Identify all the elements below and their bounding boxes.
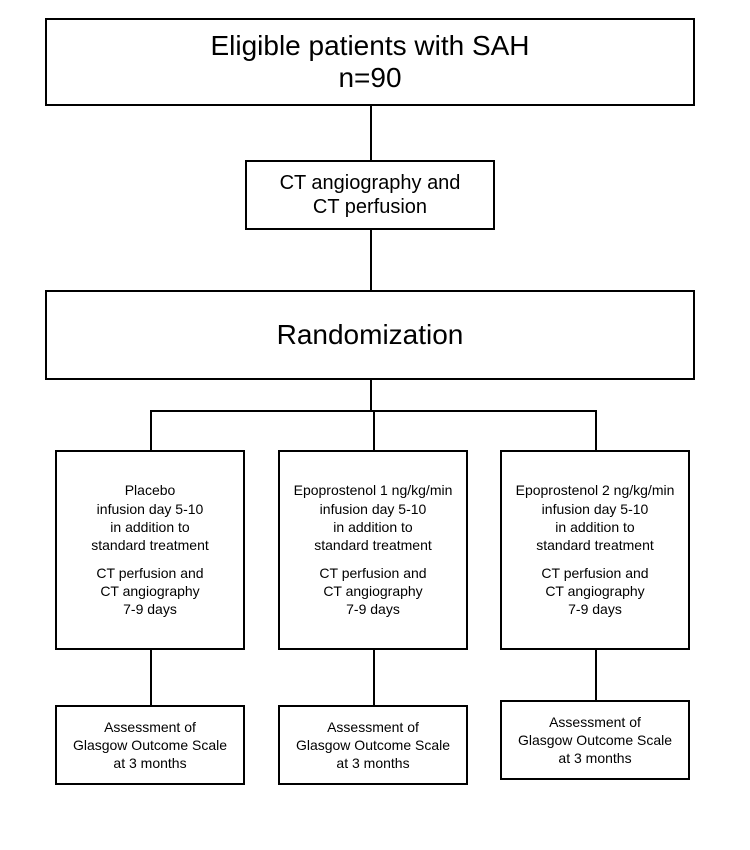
node-randomization: Randomization xyxy=(45,290,695,380)
randomization-label: Randomization xyxy=(277,319,464,351)
node-arm-placebo: Placebo infusion day 5-10 in addition to… xyxy=(55,450,245,650)
outcome-a-l2: Glasgow Outcome Scale xyxy=(73,736,227,754)
node-outcome-a: Assessment of Glasgow Outcome Scale at 3… xyxy=(55,705,245,785)
epo1-l3: in addition to xyxy=(333,518,412,536)
placebo-l5: CT perfusion and xyxy=(96,564,203,582)
outcome-b-l3: at 3 months xyxy=(336,754,409,772)
outcome-c-l2: Glasgow Outcome Scale xyxy=(518,731,672,749)
outcome-c-l1: Assessment of xyxy=(549,713,641,731)
epo1-l4: standard treatment xyxy=(314,536,432,554)
epo2-l5: CT perfusion and xyxy=(541,564,648,582)
epo2-l6: CT angiography xyxy=(545,582,644,600)
placebo-l2: infusion day 5-10 xyxy=(97,500,204,518)
placebo-l6: CT angiography xyxy=(100,582,199,600)
node-outcome-b: Assessment of Glasgow Outcome Scale at 3… xyxy=(278,705,468,785)
epo1-l7: 7-9 days xyxy=(346,600,400,618)
ct-line1: CT angiography and xyxy=(280,171,461,195)
epo1-l5: CT perfusion and xyxy=(319,564,426,582)
node-arm-epo2: Epoprostenol 2 ng/kg/min infusion day 5-… xyxy=(500,450,690,650)
edge-rand-down xyxy=(370,380,372,410)
epo2-l3: in addition to xyxy=(555,518,634,536)
epo1-l6: CT angiography xyxy=(323,582,422,600)
ct-line2: CT perfusion xyxy=(313,195,427,219)
epo2-l7: 7-9 days xyxy=(568,600,622,618)
outcome-b-l1: Assessment of xyxy=(327,718,419,736)
edge-arm-a-out xyxy=(150,650,152,705)
edge-eligible-ct xyxy=(370,106,372,160)
epo1-l2: infusion day 5-10 xyxy=(320,500,427,518)
edge-drop-c xyxy=(595,410,597,450)
flowchart-canvas: Eligible patients with SAH n=90 CT angio… xyxy=(0,0,750,850)
eligible-line2: n=90 xyxy=(338,62,401,94)
edge-arm-b-out xyxy=(373,650,375,705)
edge-drop-b xyxy=(373,410,375,450)
placebo-l4: standard treatment xyxy=(91,536,209,554)
epo2-l4: standard treatment xyxy=(536,536,654,554)
placebo-l3: in addition to xyxy=(110,518,189,536)
placebo-l7: 7-9 days xyxy=(123,600,177,618)
epo2-l1: Epoprostenol 2 ng/kg/min xyxy=(516,481,675,499)
node-ct: CT angiography and CT perfusion xyxy=(245,160,495,230)
epo1-l1: Epoprostenol 1 ng/kg/min xyxy=(294,481,453,499)
epo2-l2: infusion day 5-10 xyxy=(542,500,649,518)
node-eligible: Eligible patients with SAH n=90 xyxy=(45,18,695,106)
outcome-a-l3: at 3 months xyxy=(113,754,186,772)
placebo-l1: Placebo xyxy=(125,481,176,499)
node-arm-epo1: Epoprostenol 1 ng/kg/min infusion day 5-… xyxy=(278,450,468,650)
edge-arm-c-out xyxy=(595,650,597,700)
outcome-c-l3: at 3 months xyxy=(558,749,631,767)
outcome-a-l1: Assessment of xyxy=(104,718,196,736)
outcome-b-l2: Glasgow Outcome Scale xyxy=(296,736,450,754)
edge-ct-rand xyxy=(370,230,372,290)
eligible-line1: Eligible patients with SAH xyxy=(210,30,529,62)
edge-drop-a xyxy=(150,410,152,450)
node-outcome-c: Assessment of Glasgow Outcome Scale at 3… xyxy=(500,700,690,780)
